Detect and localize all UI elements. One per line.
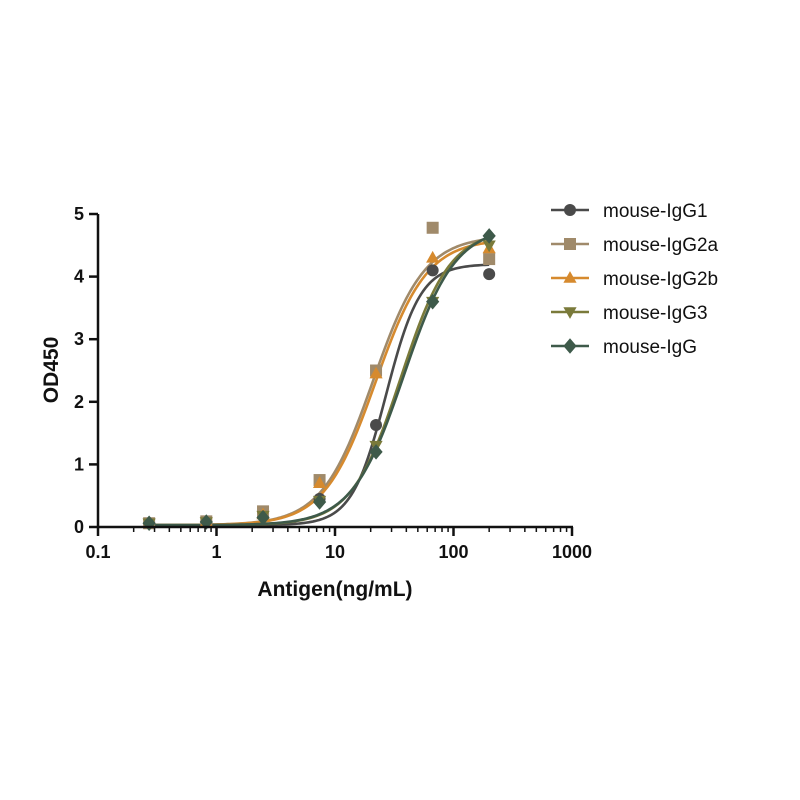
data-point-mouse-IgG1 (483, 268, 496, 281)
data-point-mouse-IgG2b (426, 250, 440, 263)
legend-marker-mouse-IgG2b (563, 271, 577, 283)
data-point-mouse-IgG2b (312, 476, 327, 488)
legend-label: mouse-IgG2b (603, 269, 718, 290)
legend-label: mouse-IgG2a (603, 235, 719, 256)
data-point-mouse-IgG (312, 494, 327, 510)
data-point-mouse-IgG1 (426, 264, 439, 277)
y-axis-ticks: 0 1 2 3 4 5 (74, 204, 98, 537)
data-point-mouse-IgG (256, 509, 270, 526)
x-tick-label: 1000 (552, 542, 592, 562)
y-tick-label: 1 (74, 454, 84, 474)
data-point-mouse-IgG3 (482, 240, 496, 253)
data-point-mouse-IgG1 (370, 418, 383, 431)
data-point-mouse-IgG2a (483, 253, 496, 266)
y-tick-label: 2 (74, 392, 84, 412)
legend-marker-mouse-IgG3 (563, 307, 577, 319)
data-point-mouse-IgG2b (369, 366, 383, 379)
legend-label: mouse-IgG1 (603, 201, 708, 222)
x-axis-title: Antigen(ng/mL) (257, 578, 412, 601)
legend-marker-mouse-IgG1 (564, 204, 576, 216)
plot-area (142, 221, 496, 532)
x-axis-ticks: 0.1 1 10 100 1000 (85, 527, 592, 562)
y-tick-label: 3 (74, 329, 84, 349)
data-point-mouse-IgG (426, 293, 440, 310)
legend-marker-mouse-IgG (563, 338, 577, 354)
y-tick-label: 5 (74, 204, 84, 224)
data-point-mouse-IgG2a (426, 221, 439, 234)
y-tick-label: 0 (74, 517, 84, 537)
legend-label: mouse-IgG (603, 337, 697, 358)
data-point-mouse-IgG (369, 444, 383, 460)
legend-label: mouse-IgG3 (603, 303, 708, 324)
x-tick-label: 0.1 (85, 542, 110, 562)
x-tick-label: 10 (325, 542, 345, 562)
data-point-mouse-IgG (482, 228, 496, 244)
x-tick-label: 100 (438, 542, 468, 562)
data-points (142, 221, 496, 532)
x-tick-label: 1 (211, 542, 221, 562)
y-tick-label: 4 (74, 267, 84, 287)
legend: mouse-IgG1 mouse-IgG2a mouse-IgG2b mouse-Ig… (551, 201, 719, 358)
y-axis-title: OD450 (40, 337, 63, 404)
legend-marker-mouse-IgG2a (564, 238, 576, 250)
